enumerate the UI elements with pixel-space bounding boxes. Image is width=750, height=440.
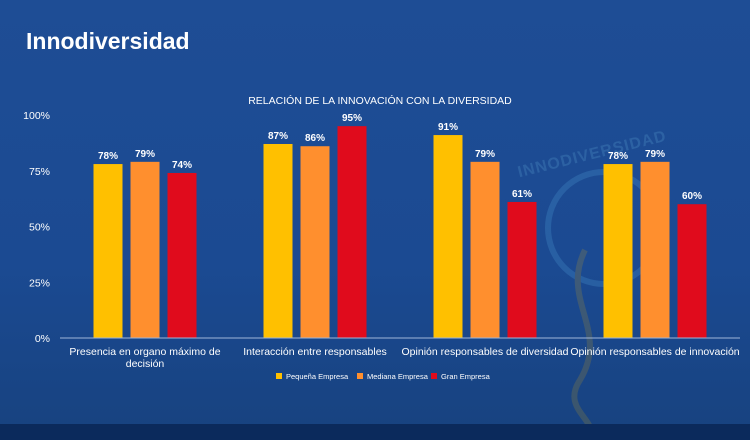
bottom-strip	[0, 424, 750, 440]
y-tick-label: 25%	[29, 277, 50, 289]
x-tick-label: Opinión responsables de innovación	[570, 346, 739, 358]
legend-label: Mediana Empresa	[367, 372, 429, 381]
y-axis: 0% 25% 50% 75% 100%	[23, 110, 50, 345]
bar-3-1	[167, 172, 197, 338]
y-tick-label: 50%	[29, 222, 50, 234]
data-label: 86%	[305, 133, 325, 144]
legend-swatch	[431, 373, 437, 379]
bar-3-3	[507, 201, 537, 338]
x-tick-label: Opinión responsables de diversidad	[402, 346, 569, 358]
bar-2-3	[470, 161, 500, 338]
data-label: 79%	[645, 149, 665, 160]
data-label: 95%	[342, 113, 362, 124]
bar-3-4	[677, 204, 707, 338]
x-tick-label: decisión	[126, 358, 165, 370]
data-label: 78%	[98, 151, 118, 162]
legend-swatch	[357, 373, 363, 379]
legend-label: Pequeña Empresa	[286, 372, 349, 381]
data-label: 61%	[512, 189, 532, 200]
bar-2-2	[300, 146, 330, 338]
bar-2-4	[640, 161, 670, 338]
chart-title: RELACIÓN DE LA INNOVACIÓN CON LA DIVERSI…	[248, 94, 512, 107]
data-label: 79%	[475, 149, 495, 160]
y-tick-label: 75%	[29, 166, 50, 178]
y-tick-label: 0%	[35, 333, 50, 345]
data-label: 87%	[268, 131, 288, 142]
bar-1-3	[433, 135, 463, 338]
legend-label: Gran Empresa	[441, 372, 491, 381]
x-tick-label: Interacción entre responsables	[243, 346, 387, 358]
bar-1-2	[263, 143, 293, 338]
watermark-stem	[571, 248, 595, 440]
data-label: 74%	[172, 160, 192, 171]
data-label: 78%	[608, 151, 628, 162]
legend-swatch	[276, 373, 282, 379]
bar-1-1	[93, 164, 123, 338]
bar-2-1	[130, 161, 160, 338]
page-title: Innodiversidad	[26, 28, 190, 54]
legend: Pequeña Empresa Mediana Empresa Gran Empre…	[276, 372, 491, 381]
data-label: 79%	[135, 149, 155, 160]
data-label: 60%	[682, 191, 702, 202]
y-tick-label: 100%	[23, 110, 50, 122]
bar-1-4	[603, 164, 633, 338]
bar-3-2	[337, 126, 367, 339]
x-tick-label: Presencia en organo máximo de	[69, 346, 220, 358]
data-label: 91%	[438, 122, 458, 133]
bars: 78% 79% 74% 87% 86% 95% 91% 79% 61% 78% 79% 60%	[93, 113, 707, 339]
